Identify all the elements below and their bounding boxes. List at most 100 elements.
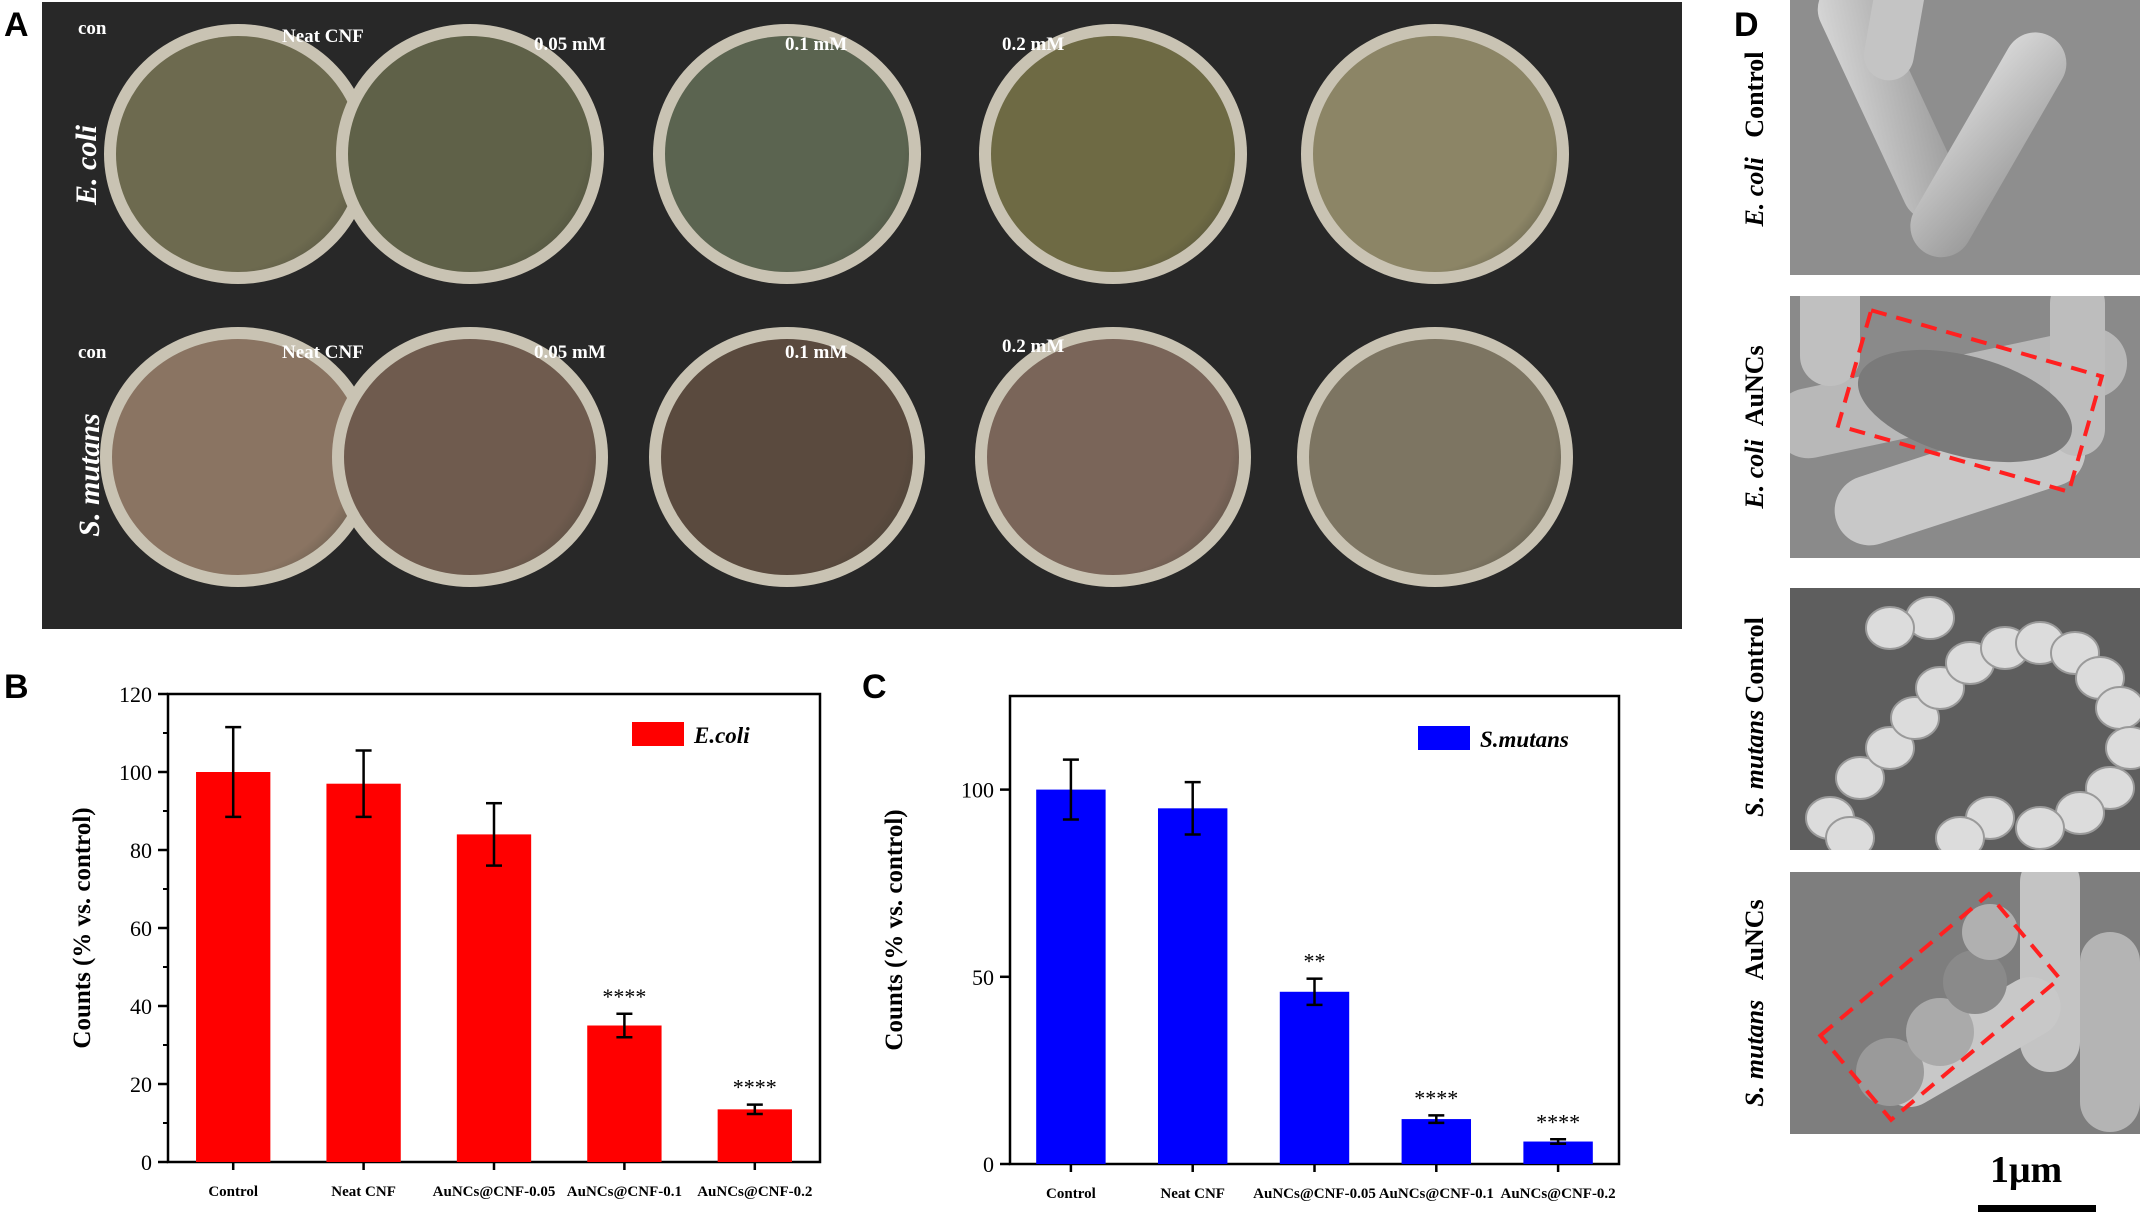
- petri-dish: [975, 327, 1251, 587]
- x-tick-label: AuNCs@CNF-0.1: [1379, 1186, 1494, 1202]
- agar-surface: [987, 339, 1239, 575]
- bar: [1036, 789, 1106, 1164]
- legend-swatch: [1418, 726, 1470, 750]
- coccus-cell: [2105, 726, 2140, 770]
- panel-label-d: D: [1734, 6, 1759, 44]
- scale-bar-label: 1μm: [1990, 1149, 2063, 1191]
- coccus-cell: [1865, 606, 1915, 650]
- sem-image-ecoli-control: [1790, 0, 2140, 275]
- coccus-cell: [1825, 816, 1875, 850]
- sem-image-smutans-auncs: [1790, 872, 2140, 1134]
- petri-dish: [104, 24, 372, 284]
- y-tick-label: 0: [983, 1152, 994, 1177]
- sem-label-ecoli-auncs: E. coli AuNCs: [1740, 345, 1769, 509]
- significance-label: ****: [1414, 1085, 1458, 1110]
- sem-image-smutans-control: [1790, 588, 2140, 850]
- agar-surface: [116, 36, 360, 272]
- dish-label: 0.05 mM: [534, 342, 606, 363]
- significance-label: **: [1304, 949, 1326, 974]
- bar: [717, 1109, 792, 1162]
- sem-image-ecoli-auncs: [1790, 296, 2140, 558]
- legend-swatch: [632, 722, 684, 746]
- y-axis-label: Counts (% vs. control): [69, 807, 96, 1048]
- legend-label: S.mutans: [1480, 727, 1569, 752]
- y-tick-label: 50: [972, 965, 994, 990]
- panel-label-b: B: [4, 668, 29, 706]
- legend-label: E.coli: [693, 723, 750, 748]
- agar-surface: [112, 339, 364, 575]
- significance-label: ****: [1536, 1109, 1580, 1134]
- petri-dish: [979, 24, 1247, 284]
- x-tick-label: AuNCs@CNF-0.1: [567, 1184, 682, 1200]
- x-tick-label: AuNCs@CNF-0.05: [433, 1184, 556, 1200]
- panel-label-c: C: [862, 668, 887, 706]
- significance-label: ****: [733, 1075, 777, 1100]
- dish-label: con: [78, 342, 107, 363]
- x-tick-label: Control: [1046, 1186, 1096, 1202]
- highlight-box: [1817, 891, 2063, 1123]
- coccus-cell: [2095, 686, 2140, 730]
- dish-label: 0.2 mM: [1002, 34, 1065, 55]
- y-tick-label: 120: [119, 682, 152, 707]
- sem-label-ecoli-control: E. coli Control: [1740, 51, 1769, 227]
- agar-surface: [1309, 339, 1561, 575]
- sem-label-smutans-control: S. mutans Control: [1740, 617, 1769, 817]
- dish-label: 0.1 mM: [785, 34, 848, 55]
- agar-surface: [348, 36, 592, 272]
- bar: [1523, 1141, 1593, 1164]
- y-tick-label: 100: [119, 760, 152, 785]
- agar-surface: [1313, 36, 1557, 272]
- dish-label: 0.2 mM: [1002, 336, 1065, 357]
- y-tick-label: 80: [130, 838, 152, 863]
- petri-dish: [100, 327, 376, 587]
- petri-dish-panel: E. coli S. mutans con Neat CNF 0.05 mM 0.1 …: [42, 2, 1682, 629]
- y-tick-label: 20: [130, 1072, 152, 1097]
- sem-tile-ecoli-control: [1790, 0, 2140, 275]
- petri-dish: [1297, 327, 1573, 587]
- x-tick-label: AuNCs@CNF-0.2: [697, 1184, 812, 1200]
- agar-surface: [344, 339, 596, 575]
- y-tick-label: 40: [130, 994, 152, 1019]
- x-tick-label: Neat CNF: [1160, 1186, 1225, 1202]
- panel-label-a: A: [4, 6, 29, 44]
- petri-dish: [653, 24, 921, 284]
- sem-tile-smutans-auncs: [1790, 872, 2140, 1134]
- petri-dish: [336, 24, 604, 284]
- dish-label: Neat CNF: [282, 26, 364, 47]
- coccus-cell: [1865, 726, 1915, 770]
- sem-label-smutans-auncs: S. mutans AuNCs: [1740, 899, 1769, 1107]
- dish-label: con: [78, 18, 107, 39]
- y-axis-label: Counts (% vs. control): [881, 809, 908, 1050]
- petri-dish: [332, 327, 608, 587]
- agar-surface: [665, 36, 909, 272]
- bar: [1157, 808, 1228, 1164]
- bar: [1279, 991, 1350, 1164]
- agar-surface: [661, 339, 913, 575]
- significance-label: ****: [602, 984, 646, 1009]
- bar: [1401, 1119, 1472, 1164]
- dish-label: Neat CNF: [282, 342, 364, 363]
- x-tick-label: Neat CNF: [331, 1184, 396, 1200]
- coccus-cell: [1835, 756, 1885, 800]
- y-tick-label: 60: [130, 916, 152, 941]
- bar: [326, 783, 401, 1162]
- highlight-box: [1835, 307, 2105, 495]
- row-label-ecoli: E. coli: [70, 125, 103, 205]
- y-tick-label: 0: [141, 1150, 152, 1175]
- sem-tile-ecoli-auncs: [1790, 296, 2140, 558]
- chart-ecoli: 0 20 40 60 80 100 120 Control Neat CNF AuNCs@CNF-…: [69, 682, 822, 1200]
- scale-bar: [1978, 1205, 2096, 1212]
- coccus-cell: [1935, 816, 1985, 850]
- petri-dish: [649, 327, 925, 587]
- dish-label: 0.05 mM: [534, 34, 606, 55]
- x-tick-label: AuNCs@CNF-0.2: [1500, 1186, 1615, 1202]
- coccus-cell: [2015, 806, 2065, 850]
- agar-surface: [991, 36, 1235, 272]
- bar: [456, 834, 532, 1162]
- chart-smutans: 0 50 100 Control Neat CNF AuNCs@CNF-0.05 ** AuN…: [881, 694, 1621, 1202]
- sem-tile-smutans-control: [1790, 588, 2140, 850]
- coccus-cell: [1890, 696, 1940, 740]
- petri-dish: [1301, 24, 1569, 284]
- x-tick-label: AuNCs@CNF-0.05: [1253, 1186, 1376, 1202]
- x-tick-label: Control: [208, 1184, 258, 1200]
